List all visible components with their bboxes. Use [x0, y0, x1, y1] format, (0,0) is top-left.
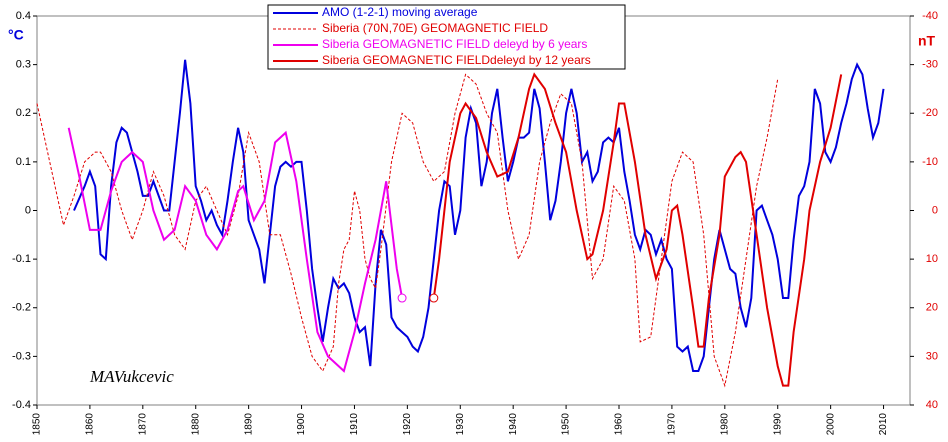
x-tick-label: 1960	[614, 413, 625, 436]
x-tick-label: 1990	[772, 413, 783, 436]
x-tick-label: 1900	[296, 413, 307, 436]
y2-tick-label: -40	[922, 10, 938, 22]
x-tick-label: 1910	[349, 413, 360, 436]
series-line	[432, 72, 843, 387]
x-tick-label: 2010	[878, 413, 889, 436]
y-tick-label: -0.1	[12, 253, 31, 265]
legend	[267, 4, 626, 70]
y-tick-label: -0.4	[12, 399, 31, 411]
x-tick-label: 1930	[455, 413, 466, 436]
y-tick-label: -0.3	[12, 350, 31, 362]
y2-tick-label: -30	[922, 59, 938, 71]
annotation: MAVukcevic	[89, 367, 174, 386]
x-tick-label: 1980	[719, 413, 730, 436]
x-tick-label: 2000	[825, 413, 836, 436]
y2-tick-label: 10	[926, 253, 938, 265]
end-marker	[397, 293, 407, 303]
legend-label: Siberia GEOMAGNETIC FIELDdeleyd by 12 ye…	[322, 53, 591, 67]
y2-tick-label: 20	[926, 302, 938, 314]
x-tick-label: 1890	[243, 413, 254, 436]
end-marker	[429, 293, 439, 303]
y2-tick-label: 30	[926, 350, 938, 362]
legend-label: Siberia GEOMAGNETIC FIELD deleyd by 6 ye…	[322, 37, 587, 51]
x-tick-label: 1950	[561, 413, 572, 436]
series-line	[67, 127, 404, 373]
y2-tick-label: -10	[922, 156, 938, 168]
x-tick-label: 1940	[508, 413, 519, 436]
x-tick-label: 1920	[402, 413, 413, 436]
series-line	[36, 73, 779, 388]
legend-label: Siberia (70N,70E) GEOMAGNETIC FIELD	[322, 21, 548, 35]
y-axis-label: °C	[8, 27, 24, 43]
legend-label: AMO (1-2-1) moving average	[322, 5, 478, 19]
series-line	[73, 59, 885, 372]
y-tick-label: 0.3	[16, 59, 31, 71]
y2-tick-label: -20	[922, 107, 938, 119]
y2-tick-label: 0	[932, 204, 938, 216]
y-tick-label: 0.4	[16, 10, 31, 22]
y2-axis-label: nT	[918, 33, 936, 49]
x-tick-label: 1850	[32, 413, 43, 436]
y2-tick-label: 40	[926, 399, 938, 411]
y-tick-label: 0	[25, 204, 31, 216]
y-tick-label: 0.1	[16, 156, 31, 168]
y-tick-label: -0.2	[12, 302, 31, 314]
x-tick-label: 1970	[667, 413, 678, 436]
x-tick-label: 1870	[137, 413, 148, 436]
y-tick-label: 0.2	[16, 107, 31, 119]
x-tick-label: 1880	[190, 413, 201, 436]
x-tick-label: 1860	[85, 413, 96, 436]
